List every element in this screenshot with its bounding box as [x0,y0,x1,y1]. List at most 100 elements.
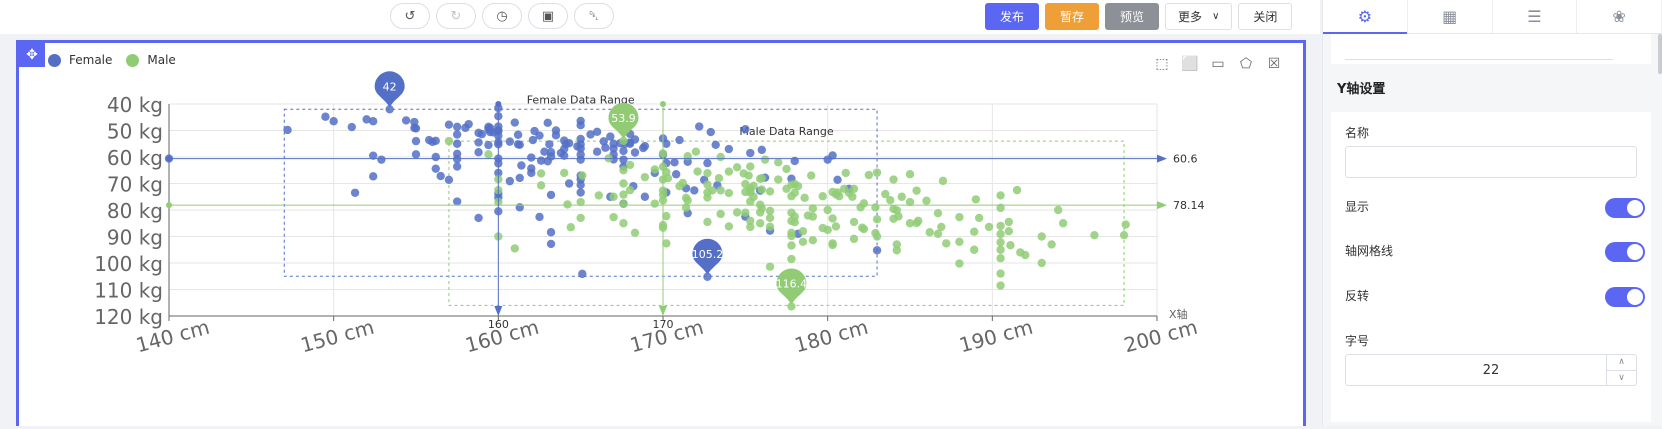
male-point [757,174,766,183]
female-point [576,180,585,190]
preview-button[interactable]: 预览 [1105,3,1160,30]
female-point [630,135,640,144]
scatter-plot: 140 cm 150 cm 160 cm 170 cm 180 cm 190 cm 200 … [94,71,1205,357]
female-point [662,139,671,148]
female-point [576,121,585,130]
name-label: 名称 [1345,126,1370,140]
male-point [808,236,818,245]
more-label: 更多 [1178,10,1203,24]
male-point [834,192,844,201]
male-point [703,217,712,227]
male-point [996,191,1005,200]
male-point [703,180,712,189]
chart-legend: Female Male [48,53,176,67]
female-point [368,172,378,181]
y-tick-label: 70 kg [107,173,163,197]
clear-select-icon[interactable]: ☒ [1267,56,1281,72]
lasso-select-icon[interactable]: ⬠ [1239,56,1253,72]
female-point [690,186,699,195]
save-draft-button[interactable]: 暂存 [1045,3,1100,30]
female-point [540,147,549,156]
show-toggle[interactable] [1605,198,1645,218]
male-point [1119,230,1129,240]
male-point [774,158,783,167]
more-dropdown[interactable]: 更多 ∨ [1165,3,1233,30]
tab-style[interactable]: ❀ [1577,0,1662,33]
tab-layout[interactable]: ▦ [1408,0,1493,33]
male-point [746,216,755,226]
delete-button[interactable]: ␡ [574,3,614,29]
male-point [760,155,770,164]
male-point [560,168,569,178]
zoom-reset-icon[interactable]: ⬜ [1181,56,1199,72]
redo-button[interactable]: ↻ [436,3,476,29]
rect-select-icon[interactable]: ▭ [1211,56,1225,72]
male-point [755,219,765,228]
female-point [586,130,595,139]
male-area-label: Male Data Range [739,125,833,138]
male-point [708,186,717,195]
female-point [505,176,515,186]
paste-button[interactable]: ▣ [528,3,568,29]
male-point [808,204,818,213]
legend-item-female[interactable]: Female [48,53,112,67]
male-point [724,167,734,176]
publish-button[interactable]: 发布 [985,3,1040,30]
male-point [914,216,923,226]
axis-name-input[interactable] [1345,146,1637,178]
male-point [716,186,725,195]
tab-form[interactable]: ☰ [1493,0,1578,33]
female-point [551,131,561,140]
female-point [535,131,544,140]
panel-scrollbar[interactable] [1658,34,1662,74]
female-point [560,151,569,160]
chevron-down-icon: ∨ [1212,11,1220,22]
male-point [892,240,902,249]
tab-settings[interactable]: ⚙ [1323,0,1408,34]
decrement-icon[interactable]: ∨ [1618,372,1625,383]
male-point [942,239,951,248]
male-point [872,232,882,241]
male-point [716,152,725,162]
female-point [368,117,378,126]
male-point [828,214,837,223]
history-button[interactable]: ◷ [482,3,522,29]
male-point [746,222,755,232]
increment-icon[interactable]: ∧ [1607,355,1636,371]
male-point [744,171,753,180]
font-size-label: 字号 [1345,334,1370,348]
male-point [1121,220,1130,229]
chart-canvas[interactable]: ✥ Female Male ⬚ ⬜ ▭ ⬠ ☒ 140 cm 150 cm 160 … [16,40,1306,426]
zoom-icon[interactable]: ⬚ [1155,56,1169,72]
male-point [841,168,850,178]
panel-body: Y轴设置 名称 显示 轴网格线 反转 字号 22 ∧ ∨ [1323,34,1659,426]
female-avg-line-arrow [1157,154,1167,163]
close-button[interactable]: 关闭 [1238,3,1293,30]
female-point [757,145,766,155]
female-point [630,148,640,157]
undo-button[interactable]: ↺ [390,3,430,29]
male-point [1006,241,1015,250]
legend-item-male[interactable]: Male [126,53,176,67]
male-point [765,213,775,223]
female-point [484,140,493,150]
male-point [563,200,572,209]
male-point [1047,240,1056,249]
font-size-input[interactable]: 22 ∧ ∨ [1345,354,1637,386]
female-point [452,139,462,148]
male-point [1004,227,1013,236]
female-point [546,228,556,237]
male-point [996,281,1005,290]
male-point [872,168,882,177]
male-point [938,176,948,186]
mark-pin-female [374,71,405,108]
male-point [892,246,902,255]
redo-icon: ↻ [450,8,462,24]
female-point [513,130,523,139]
male-point [732,208,742,217]
grid-lines-toggle[interactable] [1605,242,1645,262]
reverse-toggle[interactable] [1605,287,1645,307]
y-tick-label: 90 kg [107,226,163,250]
y-axis-settings: 名称 显示 轴网格线 反转 字号 22 ∧ ∨ [1331,112,1651,422]
move-icon[interactable]: ✥ [19,43,45,67]
